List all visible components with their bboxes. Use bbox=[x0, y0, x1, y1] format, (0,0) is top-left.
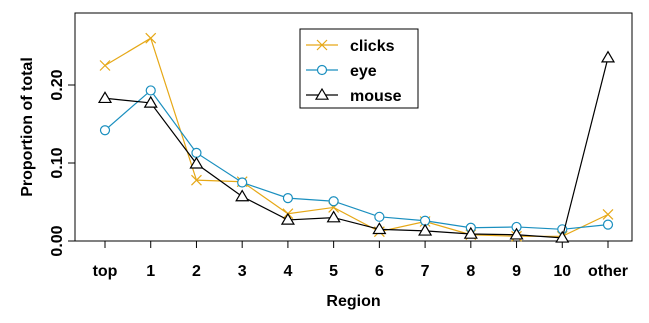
data-point-eye bbox=[191, 147, 202, 158]
legend-marker-eye bbox=[316, 64, 328, 76]
data-point-mouse bbox=[326, 210, 341, 223]
legend-label-mouse: mouse bbox=[350, 88, 402, 105]
data-point-mouse bbox=[372, 222, 387, 235]
series-mouse bbox=[97, 50, 616, 243]
x-tick-label: 4 bbox=[283, 263, 292, 280]
data-point-clicks bbox=[191, 174, 202, 186]
data-point-clicks bbox=[145, 32, 157, 44]
data-point-mouse bbox=[509, 227, 524, 240]
series-line-eye bbox=[104, 89, 609, 230]
data-point-mouse bbox=[463, 226, 478, 239]
x-tick-label: other bbox=[588, 263, 628, 280]
data-point-mouse bbox=[280, 212, 295, 225]
legend-marker-clicks bbox=[316, 39, 328, 51]
y-tick-label: 0.20 bbox=[49, 69, 66, 100]
data-point-clicks bbox=[99, 60, 111, 71]
data-point-mouse bbox=[600, 50, 616, 63]
x-tick-label: 8 bbox=[466, 263, 475, 280]
x-axis-title: Region bbox=[326, 293, 380, 310]
series-eye bbox=[99, 85, 614, 235]
x-tick-label: 9 bbox=[512, 263, 521, 280]
data-point-eye bbox=[145, 85, 156, 96]
x-tick-label: 10 bbox=[553, 263, 571, 280]
data-point-eye bbox=[282, 193, 294, 204]
data-point-eye bbox=[374, 211, 385, 222]
data-point-mouse bbox=[189, 156, 204, 169]
series-line-clicks bbox=[104, 37, 609, 237]
data-point-eye bbox=[602, 219, 614, 230]
series-line-mouse bbox=[104, 57, 609, 239]
y-axis: 0.00 0.10 0.20 bbox=[49, 69, 76, 257]
data-point-mouse bbox=[97, 91, 113, 104]
data-point-eye bbox=[237, 177, 248, 188]
x-tick-label: top bbox=[93, 263, 118, 280]
data-point-mouse bbox=[555, 230, 570, 243]
y-axis-title: Proportion of total bbox=[19, 57, 36, 197]
data-point-eye bbox=[328, 196, 339, 207]
data-point-eye bbox=[99, 125, 111, 136]
x-axis: top 1 2 3 4 5 6 7 8 9 10 other bbox=[93, 240, 628, 280]
data-point-mouse bbox=[143, 95, 158, 108]
x-tick-label: 1 bbox=[146, 263, 155, 280]
legend-label-clicks: clicks bbox=[350, 38, 395, 55]
x-tick-label: 6 bbox=[375, 263, 384, 280]
legend-label-eye: eye bbox=[350, 63, 377, 80]
y-tick-label: 0.10 bbox=[49, 147, 66, 178]
data-point-mouse bbox=[418, 223, 433, 236]
legend: clicks eye mouse bbox=[299, 28, 419, 109]
x-tick-label: 5 bbox=[329, 263, 338, 280]
series-layer bbox=[97, 32, 616, 243]
legend-marker-mouse bbox=[314, 87, 330, 100]
y-tick-label: 0.00 bbox=[49, 225, 66, 256]
x-tick-label: 3 bbox=[238, 263, 247, 280]
data-point-mouse bbox=[235, 189, 250, 202]
data-point-clicks bbox=[602, 209, 614, 220]
x-tick-label: 7 bbox=[421, 263, 430, 280]
x-tick-label: 2 bbox=[192, 263, 201, 280]
